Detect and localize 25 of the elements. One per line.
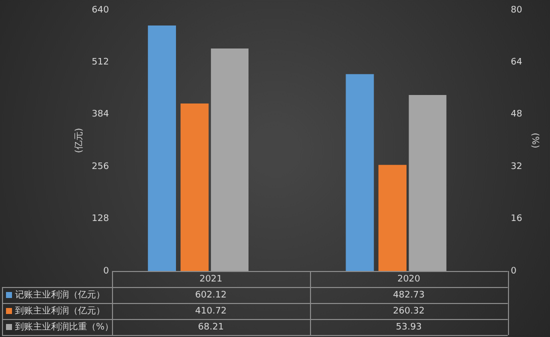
y-tick-label: 256: [92, 162, 110, 172]
y2-tick-label: 48: [510, 110, 522, 120]
y2-axis-title: (%): [529, 132, 540, 148]
y-tick-label: 384: [92, 110, 110, 120]
y2-tick-label: 80: [510, 5, 522, 16]
y-axis-title: (亿元): [74, 128, 85, 154]
legend-label: 到账主业利润比重（%）: [15, 321, 114, 332]
data-label: 68.21: [198, 322, 224, 332]
legend-label: 到账主业利润（亿元）: [15, 305, 105, 316]
x-tick-label: 2020: [397, 274, 421, 284]
y2-tick-label: 32: [510, 162, 522, 172]
y-tick-label: 0: [103, 266, 110, 276]
y2-tick-label: 16: [510, 214, 522, 224]
data-label: 482.73: [393, 290, 425, 300]
data-label: 53.93: [396, 322, 422, 332]
y2-tick-label: 64: [510, 58, 522, 68]
y-tick-label: 640: [92, 5, 110, 16]
y2-tick-label: 0: [510, 266, 517, 276]
legend-label: 记账主业利润（亿元）: [15, 289, 105, 300]
data-label: 602.12: [195, 290, 227, 300]
y-tick-label: 512: [92, 58, 109, 68]
y-tick-label: 128: [92, 214, 110, 224]
data-label: 410.72: [195, 306, 227, 316]
data-label: 260.32: [393, 306, 425, 316]
x-tick-label: 2021: [199, 274, 222, 284]
